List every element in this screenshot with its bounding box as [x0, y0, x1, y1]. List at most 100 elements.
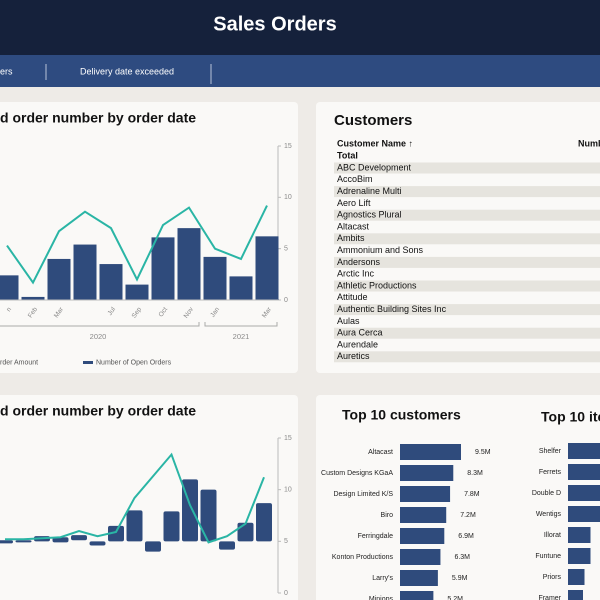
tab[interactable]: Delivery date exceeded: [80, 66, 174, 76]
bar-label: Wentigs: [536, 511, 562, 518]
floating-bar: [145, 541, 161, 552]
row-shade: [334, 186, 600, 198]
bar: [400, 549, 441, 565]
panel: [0, 102, 298, 373]
bar: [400, 507, 447, 523]
table-cell: Athletic Productions: [337, 280, 417, 290]
bar: [47, 258, 71, 300]
row-shade: [334, 304, 600, 316]
panel: [0, 395, 298, 600]
table-cell: Altacast: [337, 221, 370, 231]
value-label: 6.3M: [454, 554, 470, 561]
panel-title: Top 10 customers: [342, 407, 461, 423]
bar-label: Biro: [381, 512, 394, 519]
y-tick-label: 0: [284, 590, 288, 597]
bar-label: Altacast: [368, 449, 393, 456]
floating-bar: [237, 522, 254, 542]
bar: [203, 256, 227, 300]
column-header[interactable]: Customer Name ↑: [337, 138, 413, 148]
bar: [568, 506, 600, 522]
column-header[interactable]: Numb: [578, 138, 600, 148]
row-shade: [334, 256, 600, 268]
row-shade: [334, 233, 600, 245]
table-cell: Ambits: [337, 233, 365, 243]
floating-bar: [163, 511, 180, 542]
bar: [568, 548, 591, 564]
bar: [400, 465, 454, 481]
value-label: 7.8M: [464, 491, 480, 498]
bar-label: Illorat: [544, 532, 561, 539]
table-cell: Aero Lift: [337, 198, 371, 208]
value-label: 8.3M: [467, 470, 483, 477]
legend-label: rder Amount: [0, 359, 38, 366]
value-label: 9.5M: [475, 449, 491, 456]
floating-bar: [126, 510, 143, 542]
bar-label: Miniops: [369, 596, 394, 600]
y-tick-label: 10: [284, 487, 292, 494]
value-label: 7.2M: [460, 512, 476, 519]
bar-label: Ferrets: [539, 469, 562, 476]
x-tick-label: Jul: [107, 306, 118, 317]
header-title: Sales Orders: [213, 13, 336, 35]
tab-bar: [0, 55, 600, 87]
table-cell: Arctic Inc: [337, 269, 375, 279]
bar-label: Framer: [538, 595, 561, 600]
y-tick-label: 5: [284, 246, 288, 253]
bar: [99, 264, 123, 300]
bar: [400, 570, 438, 586]
bar-label: Shelfer: [539, 448, 562, 455]
table-cell: AccoBim: [337, 174, 373, 184]
floating-bar: [52, 537, 69, 543]
floating-bar: [200, 489, 217, 542]
x-tick-label: Oct: [158, 306, 170, 318]
panel-title: Top 10 ite: [541, 409, 600, 425]
bar: [21, 296, 45, 300]
bar: [0, 275, 19, 300]
row-shade: [334, 209, 600, 221]
bar-label: Custom Designs KGaA: [321, 470, 393, 477]
x-tick-label: n: [5, 306, 13, 313]
y-tick-label: 15: [284, 143, 292, 150]
bar: [400, 591, 434, 600]
floating-bar: [89, 541, 106, 546]
value-label: 5.2M: [447, 596, 463, 600]
x-tick-label: Jan: [209, 306, 221, 319]
table-cell: Ammonium and Sons: [337, 245, 424, 255]
legend-label: Number of Open Orders: [96, 359, 172, 366]
bar: [255, 236, 279, 300]
row-shade: [334, 351, 600, 363]
bar-label: Ferringdale: [358, 533, 394, 540]
bar: [125, 284, 149, 300]
y-tick-label: 5: [284, 538, 288, 545]
group-bracket: [204, 322, 278, 327]
bar: [400, 444, 461, 460]
bar: [177, 228, 201, 300]
table-cell: Adrenaline Multi: [337, 186, 402, 196]
panel: [316, 395, 600, 600]
tab[interactable]: ers: [0, 66, 13, 76]
bar: [400, 528, 445, 544]
line: [5, 452, 265, 544]
bar: [568, 485, 600, 501]
group-label: 2021: [233, 332, 250, 341]
table-cell: Aurendale: [337, 339, 378, 349]
y-tick-label: 10: [284, 194, 292, 201]
bar: [151, 237, 175, 300]
bar: [73, 244, 97, 300]
floating-bar: [256, 503, 272, 542]
floating-bar: [71, 535, 87, 541]
table-cell: Aura Cerca: [337, 328, 383, 338]
row-shade: [334, 327, 600, 339]
floating-bar: [108, 525, 124, 542]
floating-bar: [15, 540, 32, 543]
table-cell: Aulas: [337, 316, 360, 326]
bar: [568, 443, 600, 459]
legend-swatch: [83, 361, 93, 364]
group-label: 2020: [90, 332, 107, 341]
bar: [568, 464, 600, 480]
table-cell: Authentic Building Sites Inc: [337, 304, 447, 314]
total-label: Total: [337, 150, 358, 160]
bar-label: Design Limited K/S: [333, 491, 393, 498]
